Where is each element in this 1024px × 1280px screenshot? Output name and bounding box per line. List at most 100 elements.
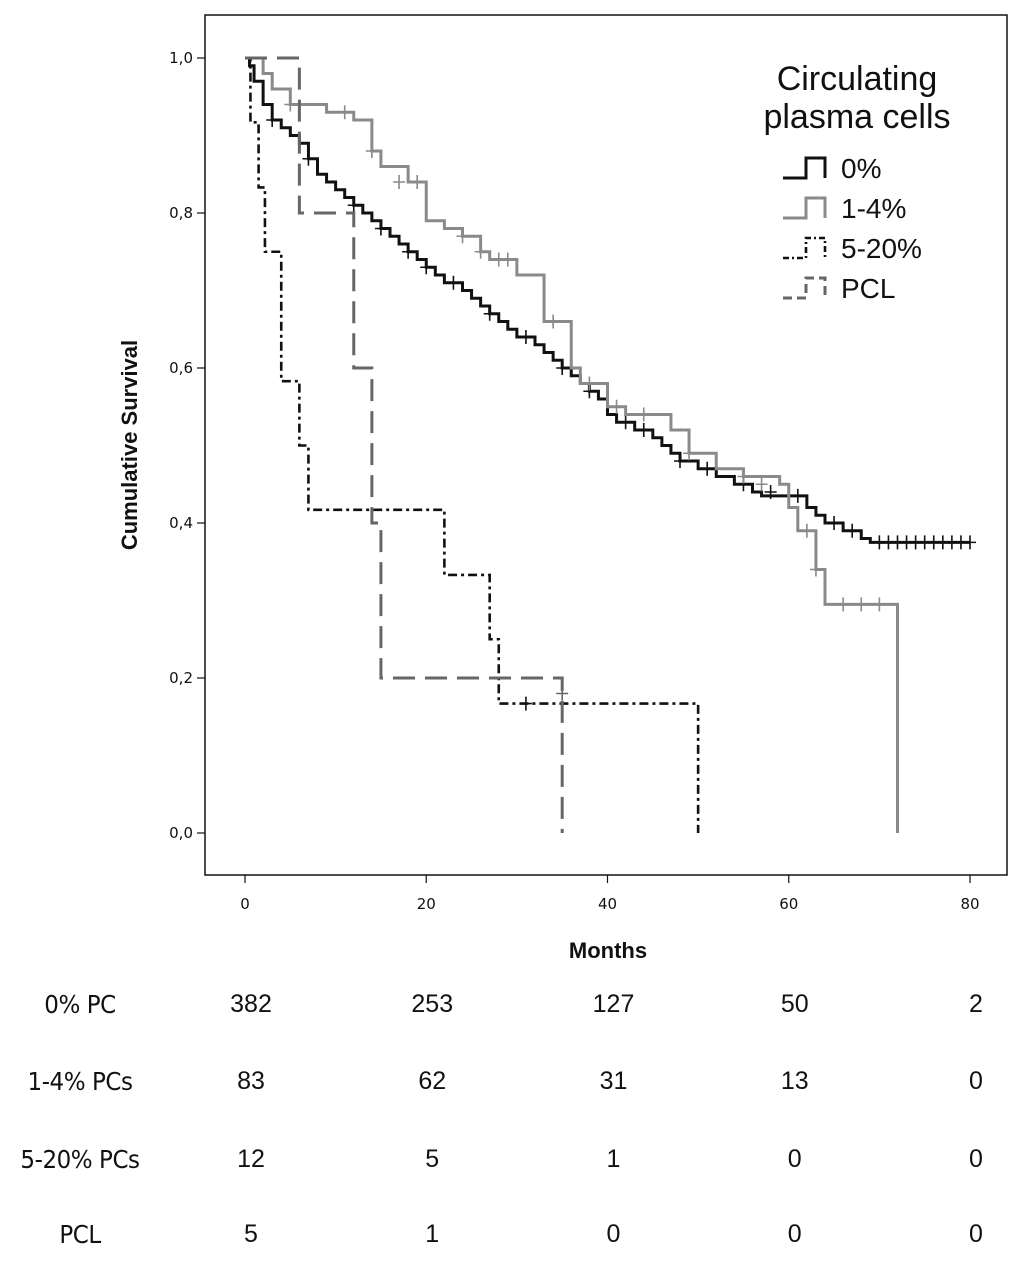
legend-title-line: plasma cells (763, 98, 950, 136)
y-tick-label: 0,2 (169, 669, 193, 687)
legend-swatch-1-4pct (783, 196, 827, 220)
series-0pct-censor-mark (420, 260, 433, 275)
series-0pct-censor-mark (402, 244, 415, 259)
risk-table-row: 0% PC 382 253 127 50 2 (0, 990, 1024, 1030)
risk-table-cell: 0 (787, 1220, 802, 1248)
legend-swatch-0pct (783, 156, 827, 180)
series-0pct-censor-mark (674, 454, 686, 468)
series-1-4pct-censor-mark (583, 376, 596, 391)
legend-swatch-pcl (783, 276, 827, 300)
plot-frame (204, 14, 1008, 876)
risk-table-cell: 13 (780, 1067, 809, 1095)
risk-table-cell: 0 (969, 1067, 983, 1095)
series-0pct-censor-mark (701, 461, 714, 476)
series-0pct-censor-mark (828, 516, 841, 530)
series-1-4pct-censor-mark (547, 314, 560, 329)
risk-table-row-label: 5-20% PCs (20, 1145, 140, 1174)
legend-label-0pct: 0% (841, 153, 881, 184)
risk-table-cell: 127 (592, 990, 635, 1018)
series-1-4pct-line (245, 56, 899, 833)
risk-table-cell: 83 (237, 1067, 265, 1095)
series-0pct-censor-mark (764, 485, 777, 499)
series-1-4pct-censor-mark (501, 252, 514, 267)
series-0pct-censor-mark (637, 423, 650, 437)
series-1-4pct-censor-mark (610, 399, 623, 414)
legend-label-5-20pct: 5-20% (841, 233, 922, 264)
risk-table-cell: 62 (418, 1067, 447, 1095)
series-0pct-censor-mark (519, 330, 532, 344)
series-0pct-censor-mark (846, 523, 859, 538)
series-pcl-censor-mark (556, 686, 569, 701)
risk-table-cell: 0 (606, 1220, 621, 1248)
y-tick-label: 0,0 (169, 824, 193, 842)
series-1-4pct-censor-mark (393, 175, 406, 189)
x-tick-label: 0 (240, 895, 250, 913)
number-at-risk-table: 0% PC 382 253 127 50 2 1-4% PCs 83 62 31 13 0 5-20% … (0, 975, 1024, 1275)
risk-table-cell: 0 (969, 1220, 983, 1248)
series-0pct-censor-mark (374, 221, 387, 236)
y-axis-title: Cumulative Survival (117, 340, 142, 550)
series-0pct-censor-mark (791, 488, 804, 503)
x-tick-label: 60 (779, 895, 798, 913)
series-5-20pct-censor-mark (519, 696, 532, 711)
risk-table-cell: 5 (244, 1220, 258, 1248)
y-axis: 0,0 0,2 0,4 0,6 0,8 1,0 (169, 49, 205, 842)
risk-table-row: 5-20% PCs 12 5 1 0 0 (0, 1145, 1024, 1185)
series-1-4pct-censor-mark (873, 597, 886, 612)
risk-table-cell: 1 (606, 1145, 621, 1173)
series-1-4pct-censor-mark (365, 144, 378, 158)
series-1-4pct-censor-mark (338, 105, 351, 120)
legend-swatch-5-20pct (783, 236, 827, 260)
risk-table-row-label: 0% PC (44, 990, 116, 1019)
series-1-4pct-censor-mark (411, 175, 424, 189)
series-0pct-censor-mark (347, 198, 360, 213)
series-pcl-line (245, 56, 564, 833)
series-1-4pct-censor-mark (474, 244, 487, 259)
y-tick-label: 1,0 (169, 49, 193, 67)
risk-table-cell: 382 (230, 990, 272, 1018)
x-tick-label: 40 (598, 895, 617, 913)
y-tick-label: 0,8 (169, 204, 193, 222)
series-0pct-censor-mark (964, 535, 976, 550)
series-0pct-line (245, 56, 970, 544)
risk-table-cell: 2 (969, 990, 983, 1018)
series-0pct-censor-mark (619, 415, 632, 430)
risk-table-cell: 0 (787, 1145, 802, 1173)
series-0pct-censor-mark (302, 151, 315, 166)
series-0pct-censor-mark (266, 113, 279, 127)
series-layer (245, 56, 976, 833)
risk-table-cell: 50 (780, 990, 809, 1018)
y-tick-label: 0,6 (169, 359, 193, 377)
series-0pct-censor-mark (483, 306, 496, 321)
series-1-4pct-censor-mark (755, 477, 768, 492)
risk-table-row: 1-4% PCs 83 62 31 13 0 (0, 1067, 1024, 1107)
risk-table-cell: 253 (411, 990, 454, 1018)
risk-table-cell: 5 (425, 1145, 440, 1173)
series-1-4pct-censor-mark (456, 229, 469, 244)
series-1-4pct-censor-mark (800, 523, 813, 538)
series-1-4pct-censor-mark (737, 469, 750, 484)
legend-title-line: Circulating (777, 60, 938, 98)
series-1-4pct-censor-mark (284, 97, 297, 112)
series-1-4pct-censor-mark (837, 597, 850, 612)
series-0pct-censor-mark (556, 361, 569, 375)
series-0pct-censor-mark (447, 275, 460, 290)
risk-table-row-label: PCL (59, 1220, 101, 1249)
y-tick-label: 0,4 (169, 514, 193, 532)
series-1-4pct-censor-mark (683, 446, 696, 461)
legend-label-1-4pct: 1-4% (841, 193, 906, 224)
risk-table-row: PCL 5 1 0 0 0 (0, 1220, 1024, 1260)
risk-table-cell: 12 (237, 1145, 265, 1173)
x-tick-label: 80 (960, 895, 979, 913)
survival-chart: 0,0 0,2 0,4 0,6 0,8 1,0 0 20 40 60 80 Circulating… (117, 14, 1008, 963)
series-5-20pct-line (245, 56, 700, 833)
series-1-4pct-censor-mark (637, 407, 650, 422)
legend-label-pcl: PCL (841, 273, 895, 304)
risk-table-cell: 1 (425, 1220, 440, 1248)
series-1-4pct-censor-mark (809, 562, 822, 577)
x-axis: 0 20 40 60 80 (240, 875, 980, 913)
x-tick-label: 20 (417, 895, 436, 913)
series-1-4pct-censor-mark (855, 597, 868, 612)
x-axis-title: Months (569, 938, 647, 963)
